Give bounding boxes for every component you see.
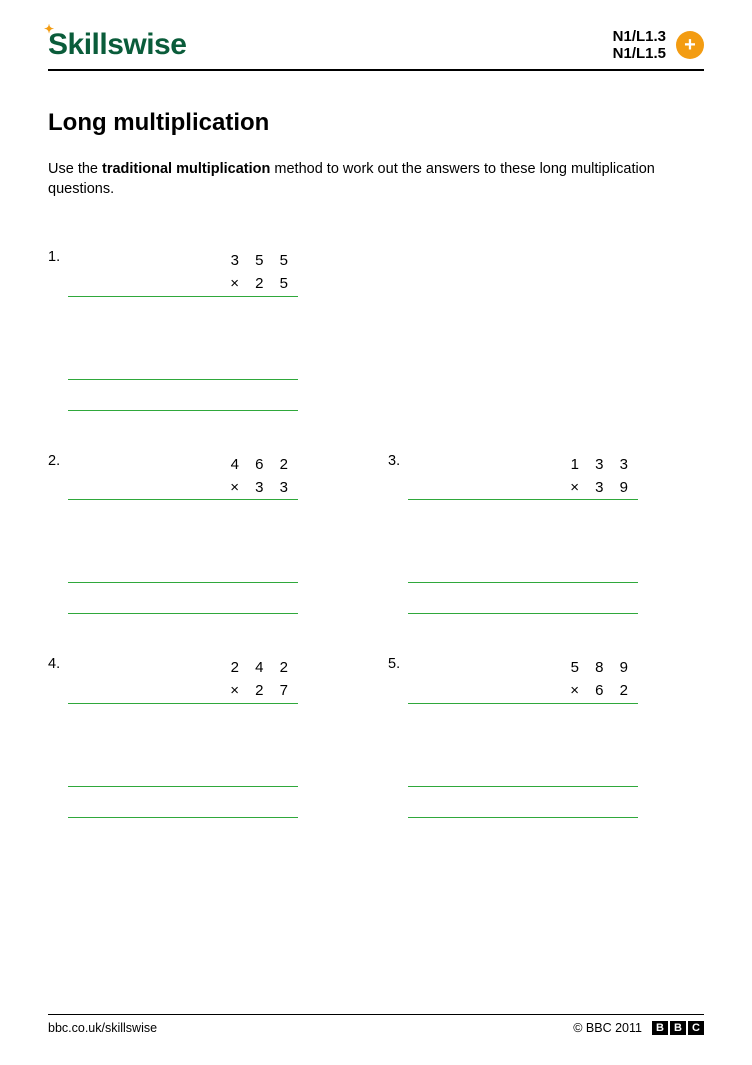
multiplier: × 6 2 <box>418 679 638 702</box>
multiplicand: 2 4 2 <box>78 656 298 679</box>
problem-2: 2. 4 6 2 × 3 3 <box>48 453 328 615</box>
problem-5: 5. 5 8 9 × 6 2 <box>388 656 668 818</box>
page-footer: bbc.co.uk/skillswise © BBC 2011 B B C <box>48 1014 704 1035</box>
problem-number: 2. <box>48 453 60 469</box>
plus-icon: + <box>676 31 704 59</box>
copyright: © BBC 2011 <box>573 1021 642 1035</box>
math-block: 4 6 2 × 3 3 <box>78 453 298 500</box>
skillswise-logo: ✦ Skillswise <box>48 28 186 62</box>
bbc-logo-icon: B B C <box>652 1021 704 1035</box>
problem-row: 1. 3 5 5 × 2 5 <box>48 249 704 411</box>
math-block: 1 3 3 × 3 9 <box>418 453 638 500</box>
worksheet-page: ✦ Skillswise N1/L1.3 N1/L1.5 + Long mult… <box>0 0 752 1065</box>
problem-number: 1. <box>48 249 60 265</box>
rule-line <box>68 410 298 411</box>
problem-row: 2. 4 6 2 × 3 3 3. 1 3 3 × 3 9 <box>48 453 704 615</box>
multiplier: × 2 5 <box>78 272 298 295</box>
problem-number: 5. <box>388 656 400 672</box>
answer-space <box>48 583 328 607</box>
answer-space <box>48 787 328 811</box>
header-right: N1/L1.3 N1/L1.5 + <box>613 28 704 63</box>
code-2: N1/L1.5 <box>613 45 666 62</box>
bbc-c: C <box>688 1021 704 1035</box>
workspace <box>48 500 328 582</box>
logo-tick-icon: ✦ <box>44 22 54 36</box>
problem-number: 4. <box>48 656 60 672</box>
answer-space <box>388 787 668 811</box>
answer-space <box>48 380 328 404</box>
problems-area: 1. 3 5 5 × 2 5 2. 4 6 2 × 3 3 <box>48 249 704 818</box>
page-header: ✦ Skillswise N1/L1.3 N1/L1.5 + <box>48 28 704 71</box>
problem-number: 3. <box>388 453 400 469</box>
math-block: 5 8 9 × 6 2 <box>418 656 638 703</box>
instr-pre: Use the <box>48 161 102 177</box>
problem-4: 4. 2 4 2 × 2 7 <box>48 656 328 818</box>
problem-1: 1. 3 5 5 × 2 5 <box>48 249 328 411</box>
problem-row: 4. 2 4 2 × 2 7 5. 5 8 9 × 6 2 <box>48 656 704 818</box>
instr-bold: traditional multiplication <box>102 161 270 177</box>
multiplier: × 2 7 <box>78 679 298 702</box>
problem-3: 3. 1 3 3 × 3 9 <box>388 453 668 615</box>
footer-url: bbc.co.uk/skillswise <box>48 1021 157 1035</box>
rule-line <box>68 613 298 614</box>
rule-line <box>68 817 298 818</box>
multiplicand: 4 6 2 <box>78 453 298 476</box>
footer-right: © BBC 2011 B B C <box>573 1021 704 1035</box>
answer-space <box>388 583 668 607</box>
instructions: Use the traditional multiplication metho… <box>48 159 704 200</box>
multiplier: × 3 9 <box>418 476 638 499</box>
math-block: 2 4 2 × 2 7 <box>78 656 298 703</box>
logo-text: Skillswise <box>48 28 186 61</box>
bbc-b1: B <box>652 1021 668 1035</box>
page-title: Long multiplication <box>48 109 704 137</box>
rule-line <box>408 613 638 614</box>
rule-line <box>408 817 638 818</box>
multiplicand: 1 3 3 <box>418 453 638 476</box>
multiplicand: 3 5 5 <box>78 249 298 272</box>
level-codes: N1/L1.3 N1/L1.5 <box>613 28 666 63</box>
workspace <box>388 704 668 786</box>
multiplicand: 5 8 9 <box>418 656 638 679</box>
code-1: N1/L1.3 <box>613 28 666 45</box>
workspace <box>48 297 328 379</box>
bbc-b2: B <box>670 1021 686 1035</box>
workspace <box>48 704 328 786</box>
workspace <box>388 500 668 582</box>
multiplier: × 3 3 <box>78 476 298 499</box>
math-block: 3 5 5 × 2 5 <box>78 249 298 296</box>
